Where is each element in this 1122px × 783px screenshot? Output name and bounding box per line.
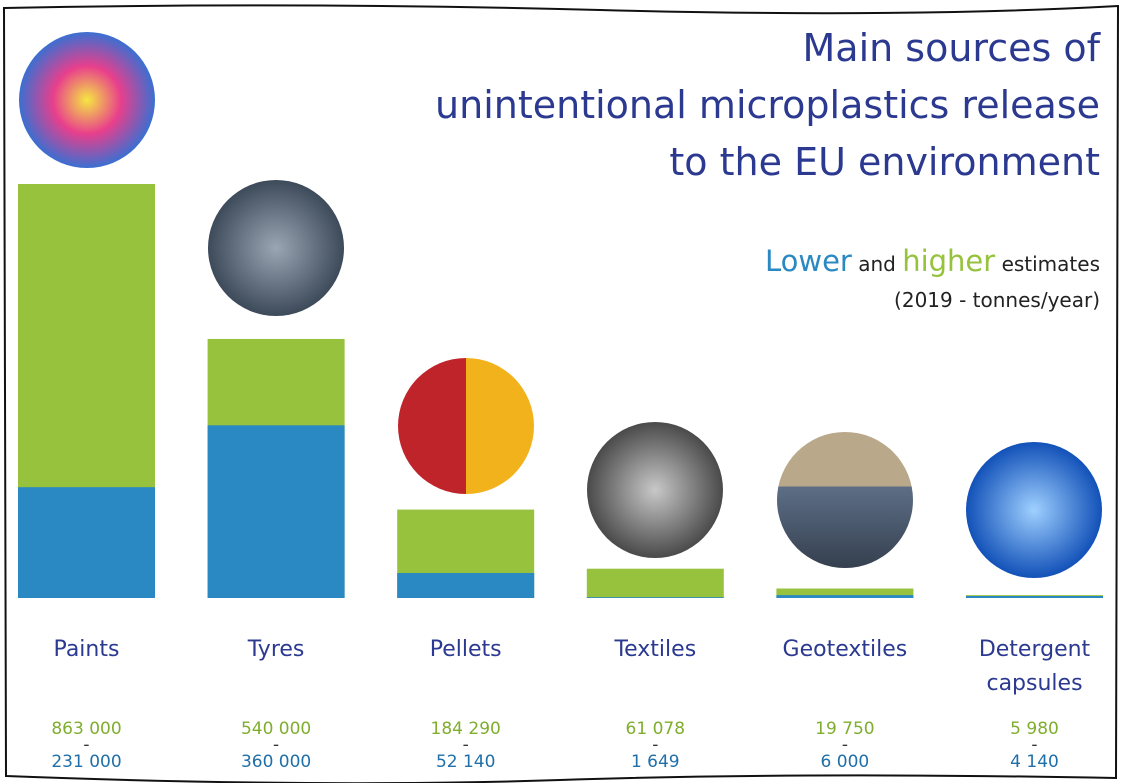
lower-value-label: 52 140	[381, 753, 551, 771]
category-label: Paints	[2, 633, 172, 667]
infographic: Main sources of unintentional microplast…	[0, 0, 1122, 783]
legend-text: estimates	[1002, 252, 1100, 276]
category-label: Detergent capsules	[950, 633, 1120, 701]
category-label: Pellets	[381, 633, 551, 667]
lower-value-label: 360 000	[191, 753, 361, 771]
title-line: to the EU environment	[669, 134, 1100, 191]
bar	[208, 425, 345, 598]
bar	[966, 596, 1103, 598]
legend: Lower and higher estimates	[765, 244, 1100, 278]
lower-value-label: 1 649	[570, 753, 740, 771]
category-label: Geotextiles	[760, 633, 930, 667]
bar	[776, 595, 913, 598]
category-label: Textiles	[570, 633, 740, 667]
detergent-photo	[966, 442, 1102, 578]
paints-photo	[19, 32, 155, 168]
category-label: Tyres	[191, 633, 361, 667]
legend-text: and	[858, 252, 896, 276]
title-line: unintentional microplastics release	[435, 77, 1100, 134]
lower-value-label: 231 000	[2, 753, 172, 771]
lower-value-label: 4 140	[950, 753, 1120, 771]
legend-higher: higher	[902, 244, 995, 278]
tyres-photo	[208, 180, 344, 316]
pellets-photo	[398, 358, 534, 494]
bar	[18, 487, 155, 598]
textiles-photo	[587, 422, 723, 558]
geotextiles-photo	[777, 432, 913, 568]
bar	[587, 569, 724, 598]
bar	[397, 573, 534, 598]
lower-value-label: 6 000	[760, 753, 930, 771]
units: (2019 - tonnes/year)	[894, 288, 1100, 312]
title-line: Main sources of	[803, 20, 1101, 77]
legend-lower: Lower	[765, 244, 852, 278]
bar	[587, 597, 724, 598]
